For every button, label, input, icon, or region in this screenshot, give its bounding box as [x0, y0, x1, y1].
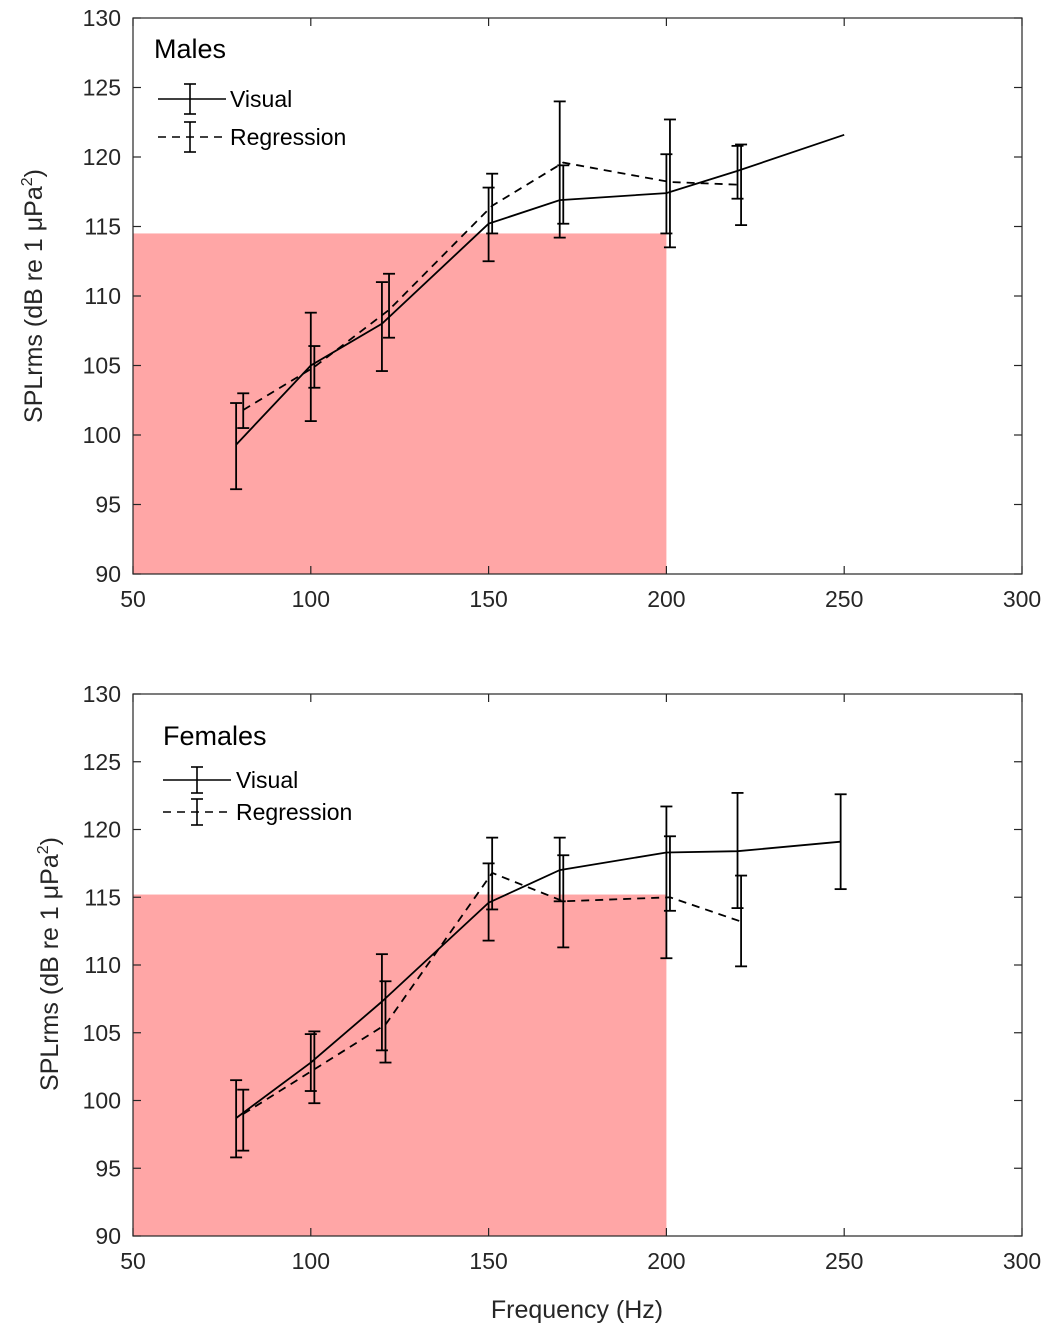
males-y-tick-label: 90	[95, 561, 121, 587]
males-visual-line	[235, 133, 845, 446]
females-y-tick-label: 100	[83, 1088, 121, 1114]
males-visual-errorbar	[304, 311, 317, 423]
males-regression-errorbar	[486, 172, 499, 235]
females-y-tick-label: 120	[83, 817, 121, 843]
females-shaded-region	[133, 894, 667, 1236]
females-y-tick-label: 125	[83, 749, 121, 775]
males-y-tick-label: 100	[83, 422, 121, 448]
x-axis-title: Frequency (Hz)	[491, 1296, 663, 1324]
males-regression-errorbar	[237, 392, 250, 429]
males-y-axis-title: SPLrms (dB re 1 μPa2)	[19, 169, 48, 423]
males-legend: Visual Regression	[158, 83, 346, 153]
males-y-tick-label: 105	[83, 353, 121, 379]
females-y-tick-label: 90	[95, 1223, 121, 1249]
females-legend-visual-label: Visual	[236, 767, 298, 793]
females-y-axis-title: SPLrms (dB re 1 μPa2)	[35, 837, 64, 1091]
males-visual-errorbar	[230, 402, 243, 491]
males-regression-errorbar	[735, 143, 748, 227]
males-legend-visual-label: Visual	[230, 86, 292, 112]
females-x-tick-label: 150	[469, 1248, 507, 1274]
females-y-tick-label: 110	[84, 952, 121, 978]
females-y-tick-label: 115	[84, 884, 121, 910]
females-x-tick-label: 250	[825, 1248, 863, 1274]
females-visual-errorbar	[660, 805, 673, 960]
females-x-tick-label: 200	[647, 1248, 685, 1274]
females-regression-errorbar	[735, 874, 748, 968]
males-y-tick-label: 110	[84, 283, 121, 309]
females-chart-panel: 50 100 150 200 250 300 90 95 100 105 110 115 120 125 1…	[35, 681, 1041, 1324]
males-y-tick-label: 125	[83, 75, 121, 101]
females-data-marks: 50 100 150 200 250 300 90 95 100 105 110 115 120 125 1…	[83, 681, 1042, 1274]
males-legend-regression-label: Regression	[230, 124, 346, 150]
males-x-tick-label: 300	[1003, 586, 1041, 612]
males-regression-errorbar	[663, 118, 676, 249]
males-x-tick-label: 50	[120, 586, 146, 612]
females-y-tick-label: 105	[83, 1020, 121, 1046]
males-x-tick-label: 150	[469, 586, 507, 612]
females-regression-errorbar	[557, 854, 570, 949]
females-visual-line	[235, 840, 841, 1119]
males-regression-errorbar	[383, 272, 396, 339]
females-y-tick-label: 95	[95, 1155, 121, 1181]
males-x-tick-label: 200	[647, 586, 685, 612]
males-data-marks: 50 100 150 200 250 300 90 95 100 105 110 115 120 125 1…	[83, 5, 1042, 612]
males-visual-errorbar	[553, 100, 566, 239]
females-panel-title: Females	[163, 721, 267, 751]
males-y-tick-label: 130	[83, 5, 121, 31]
males-y-tick-label: 120	[83, 144, 121, 170]
females-x-tick-label: 100	[292, 1248, 330, 1274]
females-regression-errorbar	[663, 835, 676, 912]
females-visual-errorbar	[230, 1079, 243, 1159]
females-regression-errorbar	[379, 980, 392, 1064]
males-shaded-region	[133, 233, 667, 574]
males-y-tick-label: 115	[84, 214, 121, 240]
females-visual-errorbar	[834, 793, 847, 891]
males-chart-panel: 50 100 150 200 250 300 90 95 100 105 110 115 120 125 1…	[19, 5, 1041, 612]
males-regression-errorbar	[557, 164, 570, 225]
females-x-tick-label: 50	[120, 1248, 146, 1274]
males-visual-errorbar	[375, 281, 388, 372]
females-regression-errorbar	[237, 1088, 250, 1152]
females-x-tick-label: 300	[1003, 1248, 1041, 1274]
males-regression-errorbar	[308, 345, 321, 389]
females-legend: Visual Regression	[163, 766, 352, 826]
females-y-tick-label: 130	[83, 681, 121, 707]
females-legend-regression-label: Regression	[236, 799, 352, 825]
females-regression-errorbar	[486, 836, 499, 911]
females-regression-errorbar	[308, 1030, 321, 1105]
males-x-tick-label: 250	[825, 586, 863, 612]
males-panel-title: Males	[154, 34, 226, 64]
males-x-tick-label: 100	[292, 586, 330, 612]
males-y-tick-label: 95	[95, 492, 121, 518]
